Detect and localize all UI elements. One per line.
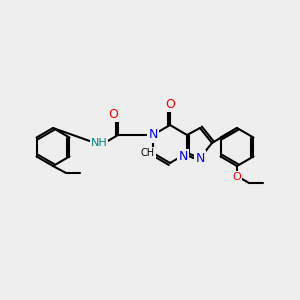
Text: N: N (195, 152, 205, 164)
Text: N: N (178, 151, 188, 164)
Text: O: O (232, 172, 242, 182)
Text: O: O (165, 98, 175, 110)
Text: O: O (108, 107, 118, 121)
Text: CH: CH (141, 148, 155, 158)
Text: NH: NH (91, 138, 107, 148)
Text: N: N (148, 128, 158, 142)
